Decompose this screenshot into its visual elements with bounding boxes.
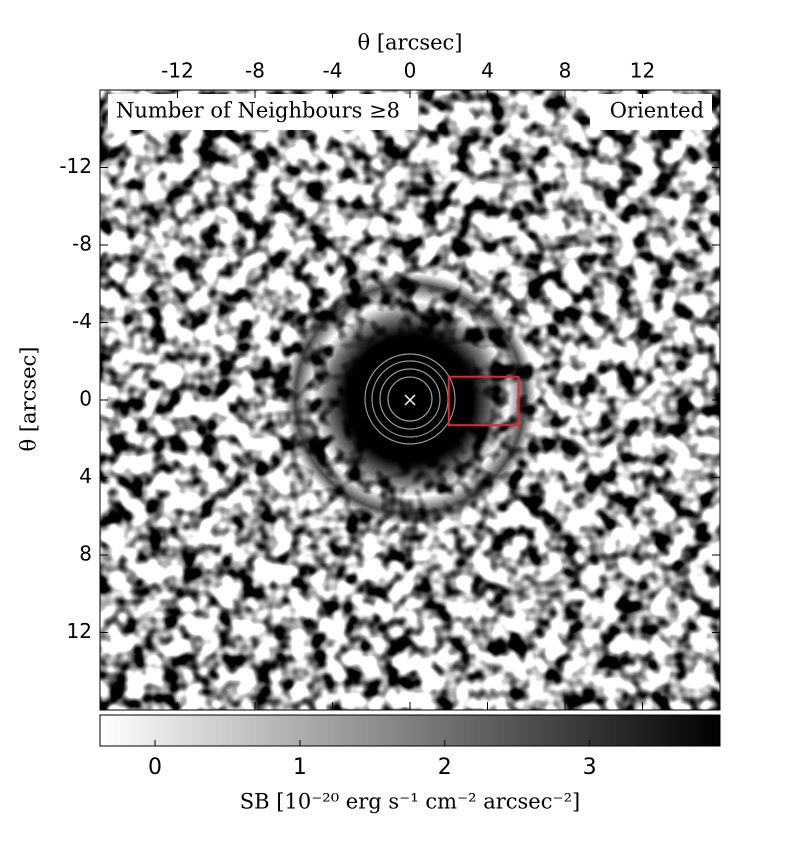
highlight-box (447, 375, 520, 427)
colorbar-tick-label: 0 (148, 755, 162, 780)
x-tick-label: -12 (161, 59, 194, 83)
x-tick-label: -8 (245, 59, 265, 83)
x-axis-label: θ [arcsec] (358, 31, 463, 55)
x-tick-label: 0 (404, 59, 417, 83)
y-tick-label: -4 (72, 309, 92, 333)
annotation-box (108, 94, 418, 130)
x-tick-label: -4 (323, 59, 343, 83)
annotation: Number of Neighbours ≥8 (116, 99, 400, 123)
y-axis-label: θ [arcsec] (17, 347, 41, 452)
x-tick-label: 4 (481, 59, 494, 83)
colorbar-tick-label: 3 (583, 755, 597, 780)
colorbar (99, 714, 721, 747)
colorbar-tick-label: 2 (438, 755, 452, 780)
colorbar-label: SB [10⁻²⁰ erg s⁻¹ cm⁻² arcsec⁻²] (240, 790, 580, 814)
annotation: Oriented (610, 99, 704, 123)
y-tick-label: 8 (79, 542, 92, 566)
colorbar-tick-label: 1 (293, 755, 307, 780)
center-marker (404, 394, 416, 406)
y-tick-label: -12 (59, 154, 92, 178)
y-tick-label: 4 (79, 464, 92, 488)
annotation-box (590, 94, 712, 130)
y-tick-label: -8 (72, 232, 92, 256)
y-tick-label: 0 (79, 387, 92, 411)
x-tick-label: 8 (559, 59, 572, 83)
x-tick-label: 12 (630, 59, 655, 83)
y-tick-label: 12 (67, 619, 92, 643)
